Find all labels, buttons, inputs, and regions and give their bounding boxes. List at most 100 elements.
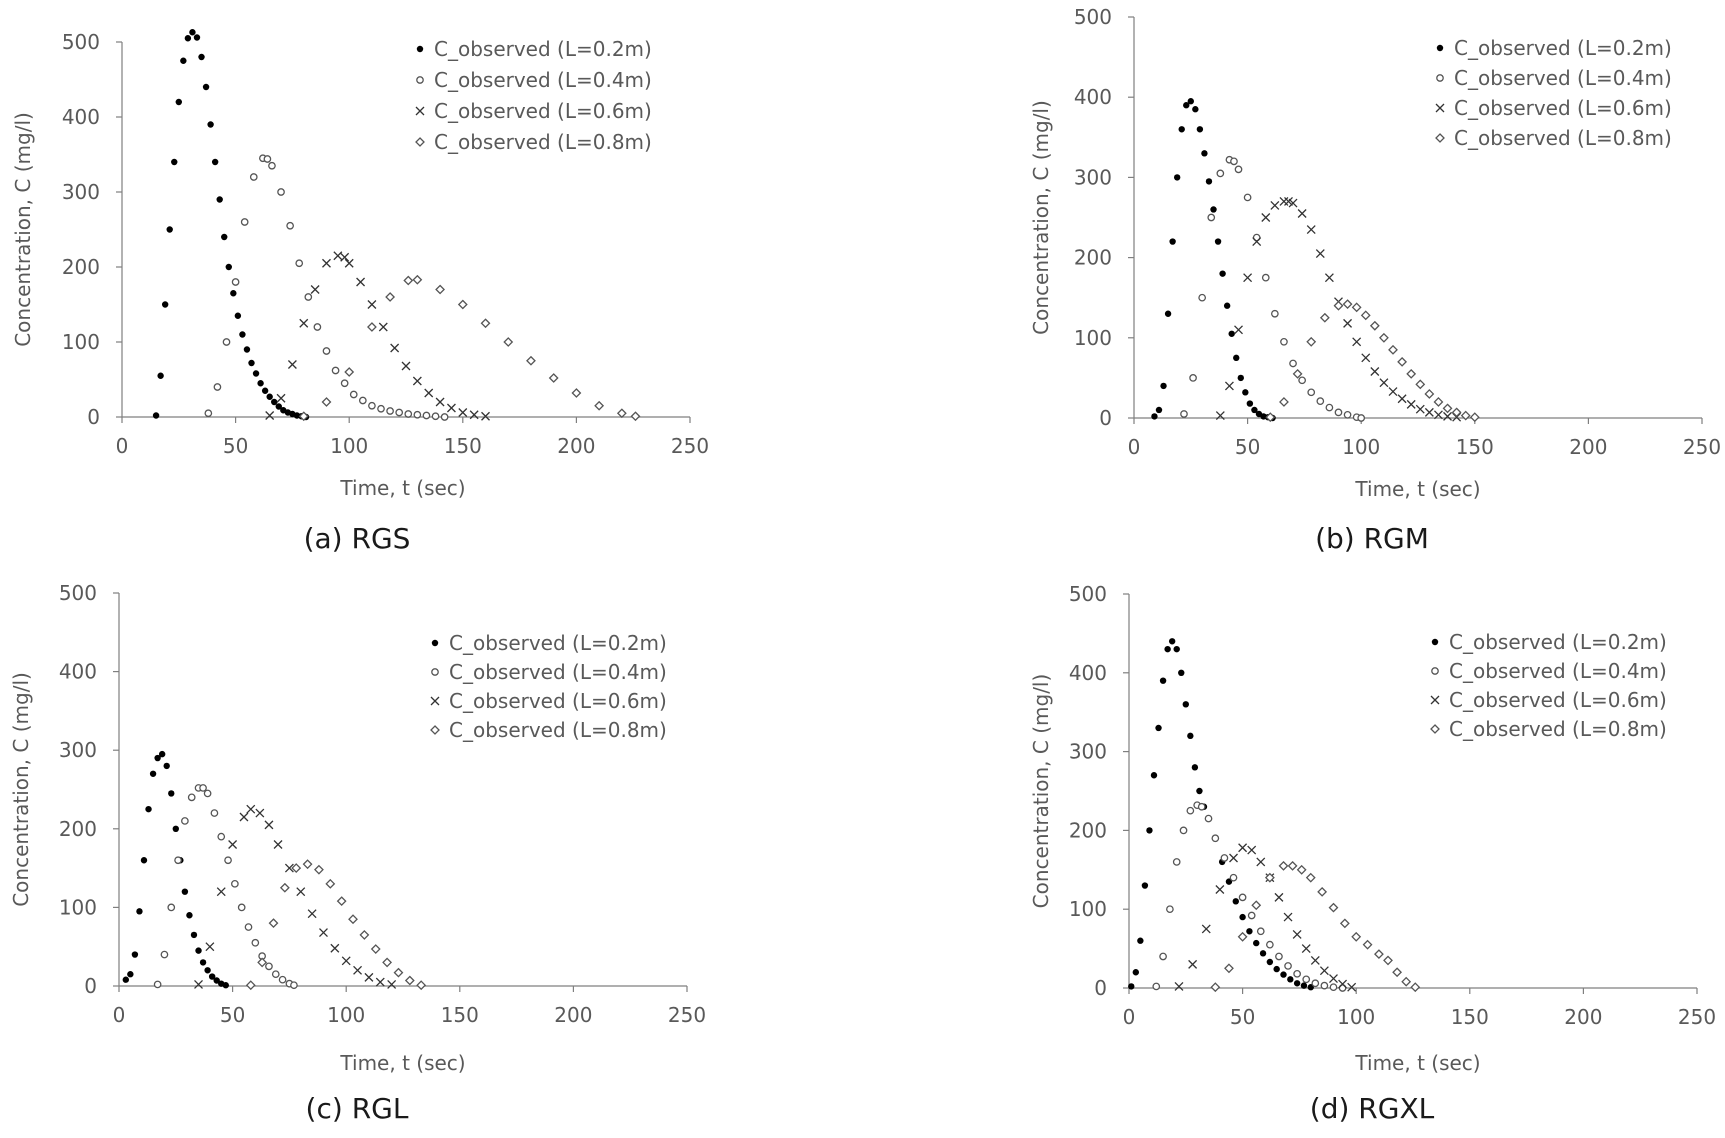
data-point [401, 361, 411, 371]
data-point [1311, 979, 1320, 988]
legend-label: C_observed (L=0.4m) [449, 660, 667, 684]
data-point [375, 977, 385, 987]
data-point [1307, 388, 1316, 397]
data-point [204, 967, 211, 974]
y-tick-label: 200 [62, 255, 100, 279]
data-point [1152, 982, 1161, 991]
data-point [1178, 126, 1185, 133]
data-point [174, 856, 182, 865]
data-point [412, 274, 423, 285]
data-point [331, 366, 340, 375]
x-tick-label: 50 [1230, 1005, 1255, 1029]
x-tick-label: 250 [668, 1003, 706, 1027]
data-point [1265, 412, 1276, 423]
data-point [1237, 374, 1244, 382]
legend-label: C_observed (L=0.8m) [449, 718, 667, 742]
data-point [340, 379, 349, 388]
data-point [1215, 885, 1225, 894]
data-point [1329, 983, 1338, 992]
data-point [1178, 669, 1185, 676]
data-point [1179, 826, 1188, 835]
data-point [1361, 353, 1371, 363]
data-point [1216, 169, 1225, 178]
data-point [1319, 966, 1329, 976]
x-tick-label: 50 [1235, 435, 1260, 459]
data-point [435, 284, 445, 295]
data-point [153, 980, 162, 989]
data-point [1211, 834, 1220, 843]
series-4 [1265, 299, 1480, 423]
data-point [378, 322, 388, 332]
data-point [1137, 937, 1144, 944]
legend-marker [416, 76, 424, 84]
data-point [446, 403, 456, 413]
legend-marker [430, 725, 440, 735]
data-point [340, 252, 350, 262]
data-point [458, 408, 468, 417]
data-point [175, 98, 182, 106]
data-point [1229, 853, 1238, 863]
legend-marker [1436, 44, 1444, 52]
data-point [431, 412, 440, 421]
data-point [199, 959, 207, 966]
data-point [325, 878, 336, 889]
data-point [1239, 913, 1246, 921]
data-point [1155, 406, 1163, 414]
data-point [1264, 872, 1275, 883]
data-point [481, 411, 490, 421]
data-point [370, 944, 381, 954]
data-point [1196, 126, 1204, 133]
y-tick-label: 0 [87, 405, 100, 429]
data-point [1180, 410, 1188, 418]
data-point [1172, 858, 1181, 866]
data-point [1253, 939, 1260, 947]
data-point [268, 918, 279, 929]
data-point [1315, 249, 1325, 259]
data-point [1164, 645, 1171, 653]
data-point [249, 173, 258, 181]
data-point [1442, 403, 1453, 414]
data-point [1259, 950, 1267, 957]
data-point [333, 251, 343, 261]
data-point [1247, 845, 1257, 855]
data-point [404, 410, 413, 418]
data-point [161, 301, 169, 308]
data-point [1379, 378, 1389, 388]
data-point [167, 903, 176, 912]
data-point [1451, 407, 1462, 418]
data-point [224, 856, 232, 865]
data-point [157, 372, 164, 379]
data-point [349, 390, 358, 399]
data-point [1201, 924, 1211, 934]
data-point [243, 346, 251, 353]
data-point [149, 770, 157, 777]
data-point [213, 977, 220, 984]
data-point [1251, 406, 1258, 414]
data-point [225, 263, 232, 271]
data-point [1334, 408, 1343, 417]
data-point [1374, 949, 1384, 960]
data-point [1224, 963, 1234, 974]
data-point [1256, 857, 1266, 867]
data-point [368, 401, 376, 410]
data-point [1360, 310, 1371, 321]
data-point [1388, 387, 1398, 396]
data-point [353, 965, 363, 975]
data-point [1196, 787, 1203, 795]
data-point [526, 355, 536, 366]
data-point [1168, 638, 1176, 645]
data-point [211, 158, 219, 166]
legend-label: C_observed (L=0.4m) [434, 68, 652, 92]
series-2 [204, 154, 449, 421]
series-3 [265, 251, 490, 421]
data-point [244, 923, 253, 931]
data-point [1243, 193, 1252, 202]
data-point [1191, 764, 1199, 771]
data-point [221, 233, 228, 241]
data-point [571, 388, 582, 398]
data-point [1362, 939, 1373, 950]
data-point [341, 956, 351, 966]
data-point [1298, 376, 1306, 385]
data-point [1357, 414, 1366, 422]
